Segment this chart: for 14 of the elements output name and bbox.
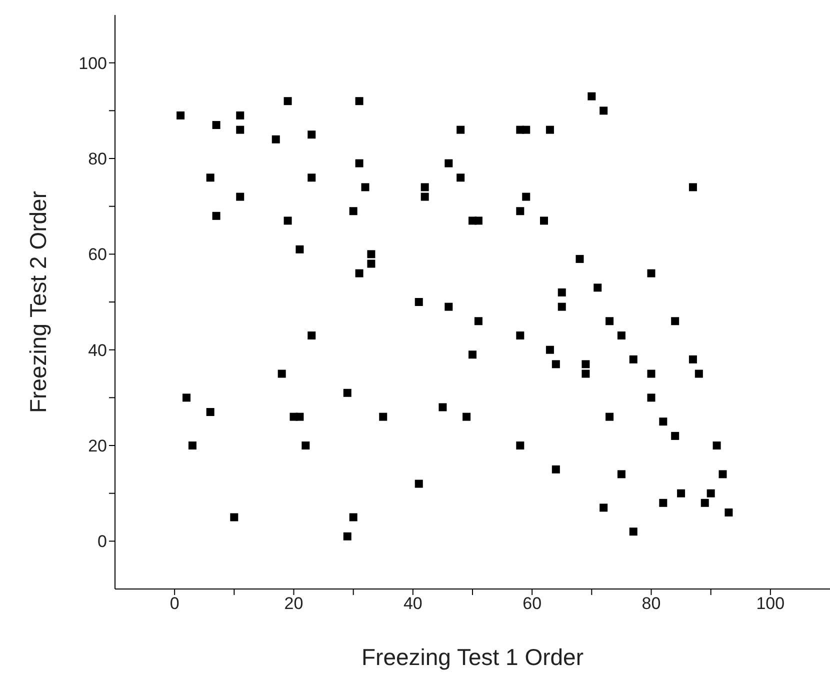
x-tick-label: 80 bbox=[642, 594, 661, 614]
y-tick-label: 20 bbox=[88, 436, 107, 456]
y-tick-label: 0 bbox=[98, 532, 107, 552]
x-tick-label: 20 bbox=[284, 594, 304, 614]
y-tick-label: 40 bbox=[88, 340, 107, 360]
x-tick-label: 40 bbox=[403, 594, 422, 614]
y-tick-label: 100 bbox=[78, 54, 107, 73]
x-axis-title: Freezing Test 1 Order bbox=[361, 644, 584, 670]
y-axis-title: Freezing Test 2 Order bbox=[25, 190, 51, 414]
x-tick-label: 60 bbox=[522, 594, 542, 614]
x-tick-label: 0 bbox=[170, 594, 180, 614]
y-tick-label: 60 bbox=[88, 245, 107, 264]
x-tick-label: 100 bbox=[756, 594, 785, 614]
y-tick-label: 80 bbox=[88, 150, 107, 169]
